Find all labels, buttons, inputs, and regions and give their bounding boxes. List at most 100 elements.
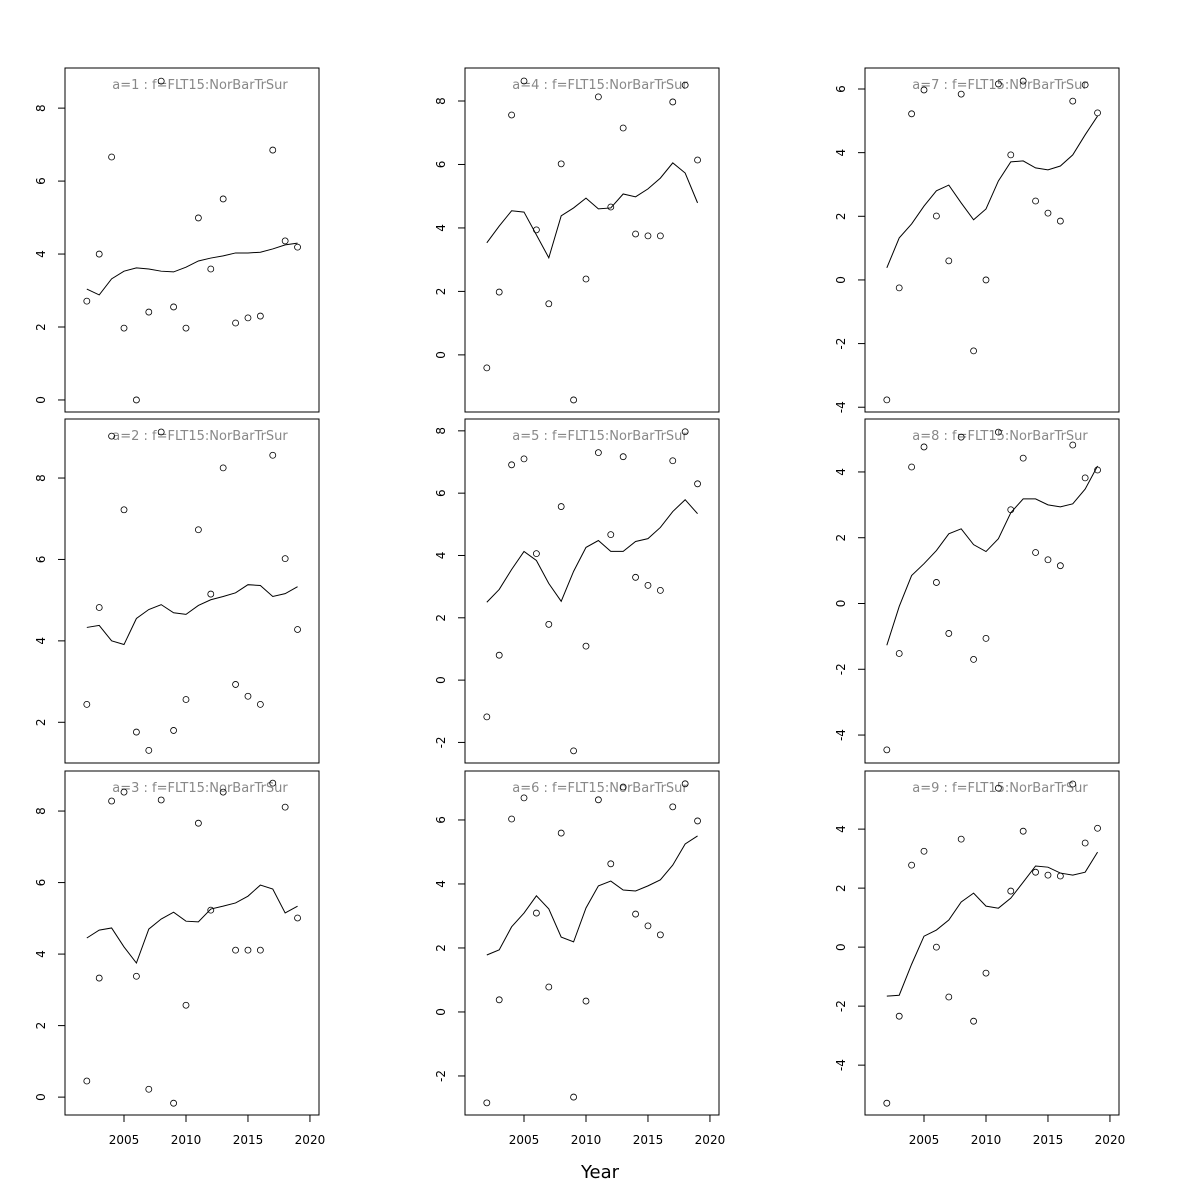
point [933,212,940,220]
point [533,226,540,234]
point [1069,441,1077,449]
point [1081,474,1089,482]
panel-title: a=4 : f=FLT15:NorBarTrSur [512,78,688,93]
point [1069,97,1077,105]
point [582,275,590,283]
point [895,1012,903,1020]
y-tick-label: 4 [834,825,848,833]
y-tick-label: 4 [434,552,448,560]
point [495,288,503,296]
point [1056,872,1064,880]
point [256,312,264,320]
y-tick-label: 0 [434,676,448,684]
point [920,86,928,94]
y-tick-label: -2 [834,663,848,675]
point [170,1099,177,1107]
x-tick-label: 2005 [909,1133,940,1147]
point [669,803,677,811]
y-tick-label: 8 [434,97,448,105]
fit-line [886,851,1098,997]
point [994,428,1002,436]
point [994,784,1002,792]
point [207,590,215,598]
point [582,997,590,1005]
point [269,779,277,787]
y-tick-label: 4 [34,250,48,258]
panel-frame [64,418,320,764]
point [508,815,516,823]
x-tick-label: 2015 [1033,1133,1064,1147]
point [95,974,103,982]
point [1019,454,1027,462]
y-tick-label: 0 [34,1093,48,1101]
panel-title: a=8 : f=FLT15:NorBarTrSur [912,429,1088,444]
point [95,250,103,258]
y-tick-label: 0 [834,943,848,951]
point [1044,209,1052,217]
point [883,396,891,404]
y-tick-label: 2 [434,614,448,622]
point [681,428,689,436]
point [157,796,165,804]
point [982,634,990,642]
y-tick-label: 0 [434,351,448,359]
point [557,160,565,168]
point [483,364,491,372]
y-tick-label: 8 [34,474,48,482]
panel-frame [464,418,720,764]
y-tick-label: 6 [434,489,448,497]
point [656,586,664,594]
point [145,746,153,754]
point [669,98,677,106]
x-tick-label: 2010 [571,1133,602,1147]
point [182,696,190,703]
point [970,347,977,355]
fit-line [486,835,698,956]
y-tick-label: 4 [434,880,448,888]
point [170,303,177,311]
y-tick-label: 2 [834,884,848,892]
point [895,284,903,292]
point [269,146,277,154]
point [632,910,639,918]
y-tick-label: 6 [434,816,448,824]
panel-title: a=9 : f=FLT15:NorBarTrSur [912,781,1088,796]
point [120,324,128,332]
point [1094,109,1101,117]
point [681,81,689,89]
y-tick-label: 0 [834,600,848,608]
point [1019,827,1027,835]
point [656,232,664,240]
point [669,457,677,465]
point [281,555,289,563]
point [256,946,264,954]
point [244,946,252,954]
y-tick-label: 2 [434,288,448,296]
point [483,1099,491,1107]
x-tick-label: 2015 [233,1133,264,1147]
x-tick-label: 2020 [1095,1133,1126,1147]
y-tick-label: 4 [434,224,448,232]
point [945,257,953,265]
point [120,788,128,796]
x-tick-label: 2020 [295,1133,326,1147]
y-tick-label: 4 [34,950,48,958]
point [83,1077,91,1085]
point [970,1017,977,1025]
point [294,626,301,633]
point [883,746,891,754]
point [1007,151,1015,159]
y-tick-label: 2 [834,212,848,220]
point [232,319,239,327]
point [157,428,165,436]
point [219,464,227,472]
point [207,265,215,273]
point [207,906,215,914]
point [933,943,940,951]
point [545,620,553,628]
point [594,449,602,457]
point [108,153,116,161]
y-tick-label: 4 [34,637,48,645]
y-tick-label: 0 [434,1008,448,1016]
